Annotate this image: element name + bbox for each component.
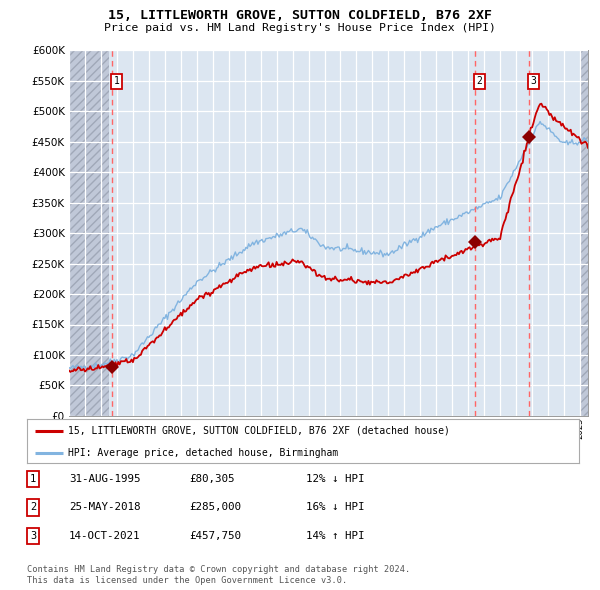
Bar bbox=[580, 50, 588, 416]
Text: This data is licensed under the Open Government Licence v3.0.: This data is licensed under the Open Gov… bbox=[27, 576, 347, 585]
Text: Price paid vs. HM Land Registry's House Price Index (HPI): Price paid vs. HM Land Registry's House … bbox=[104, 22, 496, 32]
Text: 14-OCT-2021: 14-OCT-2021 bbox=[69, 531, 140, 540]
Text: 1: 1 bbox=[30, 474, 36, 484]
Text: 25-MAY-2018: 25-MAY-2018 bbox=[69, 503, 140, 512]
Text: £457,750: £457,750 bbox=[189, 531, 241, 540]
Text: 3: 3 bbox=[530, 76, 536, 86]
Text: 2: 2 bbox=[476, 76, 482, 86]
Bar bbox=[69, 50, 109, 416]
Text: 3: 3 bbox=[30, 531, 36, 540]
Text: 16% ↓ HPI: 16% ↓ HPI bbox=[306, 503, 365, 512]
Text: £80,305: £80,305 bbox=[189, 474, 235, 484]
Text: 14% ↑ HPI: 14% ↑ HPI bbox=[306, 531, 365, 540]
Text: Contains HM Land Registry data © Crown copyright and database right 2024.: Contains HM Land Registry data © Crown c… bbox=[27, 565, 410, 574]
Text: 12% ↓ HPI: 12% ↓ HPI bbox=[306, 474, 365, 484]
Text: 1: 1 bbox=[113, 76, 119, 86]
Text: 15, LITTLEWORTH GROVE, SUTTON COLDFIELD, B76 2XF (detached house): 15, LITTLEWORTH GROVE, SUTTON COLDFIELD,… bbox=[68, 426, 450, 436]
Text: 31-AUG-1995: 31-AUG-1995 bbox=[69, 474, 140, 484]
Text: £285,000: £285,000 bbox=[189, 503, 241, 512]
Text: 2: 2 bbox=[30, 503, 36, 512]
Text: HPI: Average price, detached house, Birmingham: HPI: Average price, detached house, Birm… bbox=[68, 448, 338, 457]
Text: 15, LITTLEWORTH GROVE, SUTTON COLDFIELD, B76 2XF: 15, LITTLEWORTH GROVE, SUTTON COLDFIELD,… bbox=[108, 9, 492, 22]
